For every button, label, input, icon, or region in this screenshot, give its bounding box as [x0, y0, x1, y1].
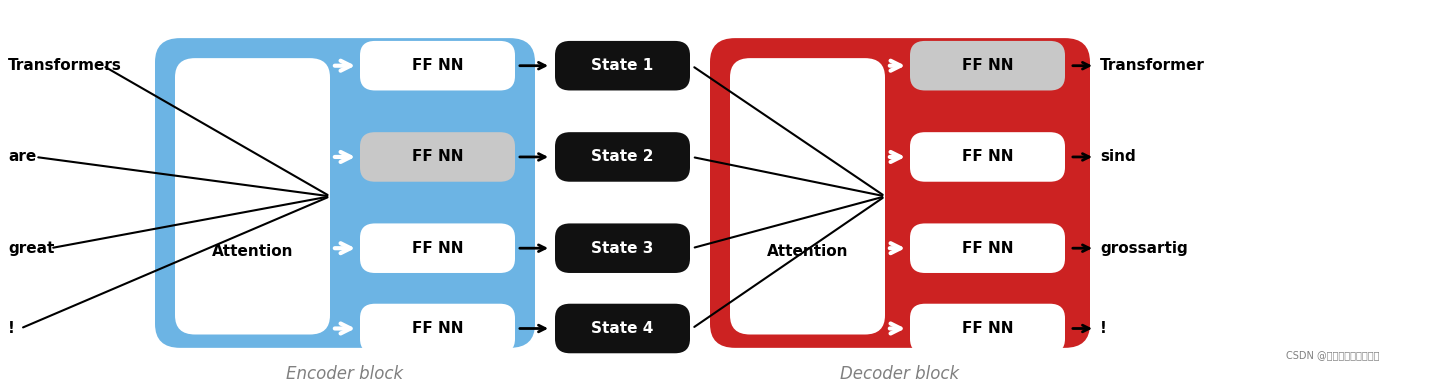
Text: FF NN: FF NN — [962, 241, 1014, 256]
Text: State 4: State 4 — [592, 321, 653, 336]
FancyBboxPatch shape — [360, 304, 516, 353]
FancyBboxPatch shape — [175, 58, 330, 334]
Text: great: great — [9, 241, 55, 256]
FancyBboxPatch shape — [155, 38, 536, 348]
Text: !: ! — [9, 321, 14, 336]
FancyBboxPatch shape — [554, 304, 691, 353]
FancyBboxPatch shape — [729, 58, 885, 334]
Text: !: ! — [1100, 321, 1107, 336]
FancyBboxPatch shape — [360, 223, 516, 273]
Text: Attention: Attention — [211, 244, 293, 259]
FancyBboxPatch shape — [360, 132, 516, 182]
Text: FF NN: FF NN — [962, 149, 1014, 164]
Text: FF NN: FF NN — [412, 149, 464, 164]
Text: State 1: State 1 — [592, 58, 653, 73]
FancyBboxPatch shape — [554, 41, 691, 90]
Text: Encoder block: Encoder block — [286, 365, 404, 383]
Text: Transformer: Transformer — [1100, 58, 1205, 73]
FancyBboxPatch shape — [910, 41, 1066, 90]
Text: sind: sind — [1100, 149, 1136, 164]
Text: are: are — [9, 149, 36, 164]
FancyBboxPatch shape — [360, 41, 516, 90]
FancyBboxPatch shape — [910, 223, 1066, 273]
Text: CSDN @小犊毛毛（卓寿杰）: CSDN @小犊毛毛（卓寿杰） — [1287, 350, 1380, 360]
Text: Attention: Attention — [767, 244, 849, 259]
Text: Decoder block: Decoder block — [840, 365, 959, 383]
Text: FF NN: FF NN — [412, 321, 464, 336]
Text: State 2: State 2 — [592, 149, 653, 164]
Text: State 3: State 3 — [592, 241, 653, 256]
Text: FF NN: FF NN — [412, 58, 464, 73]
Text: grossartig: grossartig — [1100, 241, 1188, 256]
Text: FF NN: FF NN — [962, 321, 1014, 336]
FancyBboxPatch shape — [910, 304, 1066, 353]
Text: FF NN: FF NN — [412, 241, 464, 256]
FancyBboxPatch shape — [709, 38, 1090, 348]
Text: Transformers: Transformers — [9, 58, 122, 73]
Text: FF NN: FF NN — [962, 58, 1014, 73]
FancyBboxPatch shape — [554, 223, 691, 273]
FancyBboxPatch shape — [910, 132, 1066, 182]
FancyBboxPatch shape — [554, 132, 691, 182]
